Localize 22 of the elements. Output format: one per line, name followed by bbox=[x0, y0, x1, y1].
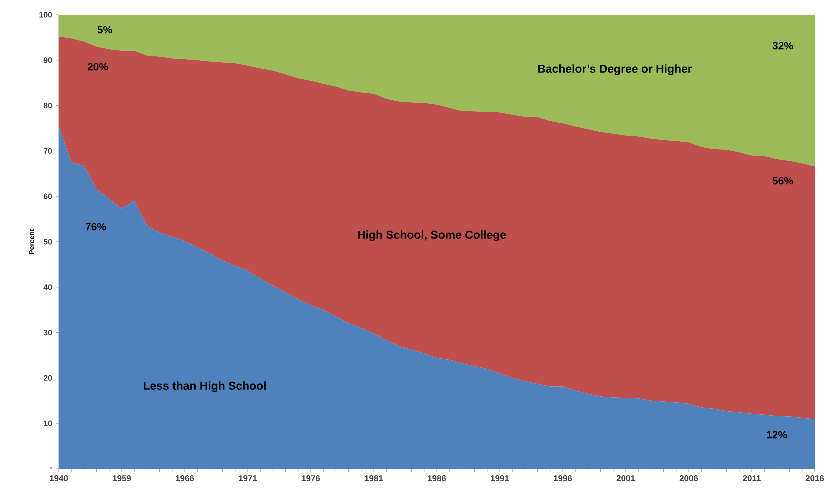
annotation: 32% bbox=[772, 42, 794, 50]
x-tick-label: 1971 bbox=[239, 476, 258, 482]
annotation: 5% bbox=[98, 26, 112, 34]
x-tick-label: 1991 bbox=[491, 476, 510, 482]
annotation: 76% bbox=[86, 223, 106, 231]
x-tick-label: 2006 bbox=[680, 476, 698, 482]
x-tick-label: 1966 bbox=[176, 476, 194, 482]
series-label: High School, Some College bbox=[358, 230, 506, 242]
annotation: 12% bbox=[767, 431, 788, 439]
x-tick-label: 1959 bbox=[113, 476, 132, 482]
x-tick-label: 2016 bbox=[806, 476, 824, 482]
x-tick-label: 1940 bbox=[50, 476, 68, 482]
series-label: Less than High School bbox=[144, 382, 266, 392]
annotation: 56% bbox=[772, 177, 794, 185]
x-tick-label: 2011 bbox=[743, 476, 761, 482]
annotation: 20% bbox=[88, 63, 108, 71]
x-tick-label: 1996 bbox=[554, 476, 572, 482]
x-tick-label: 2001 bbox=[616, 476, 636, 482]
x-tick-label: 1976 bbox=[302, 476, 320, 482]
x-tick-label: 1986 bbox=[428, 476, 446, 482]
series-label: Bachelor’s Degree or Higher bbox=[538, 64, 692, 76]
x-tick-label: 1981 bbox=[365, 476, 384, 482]
